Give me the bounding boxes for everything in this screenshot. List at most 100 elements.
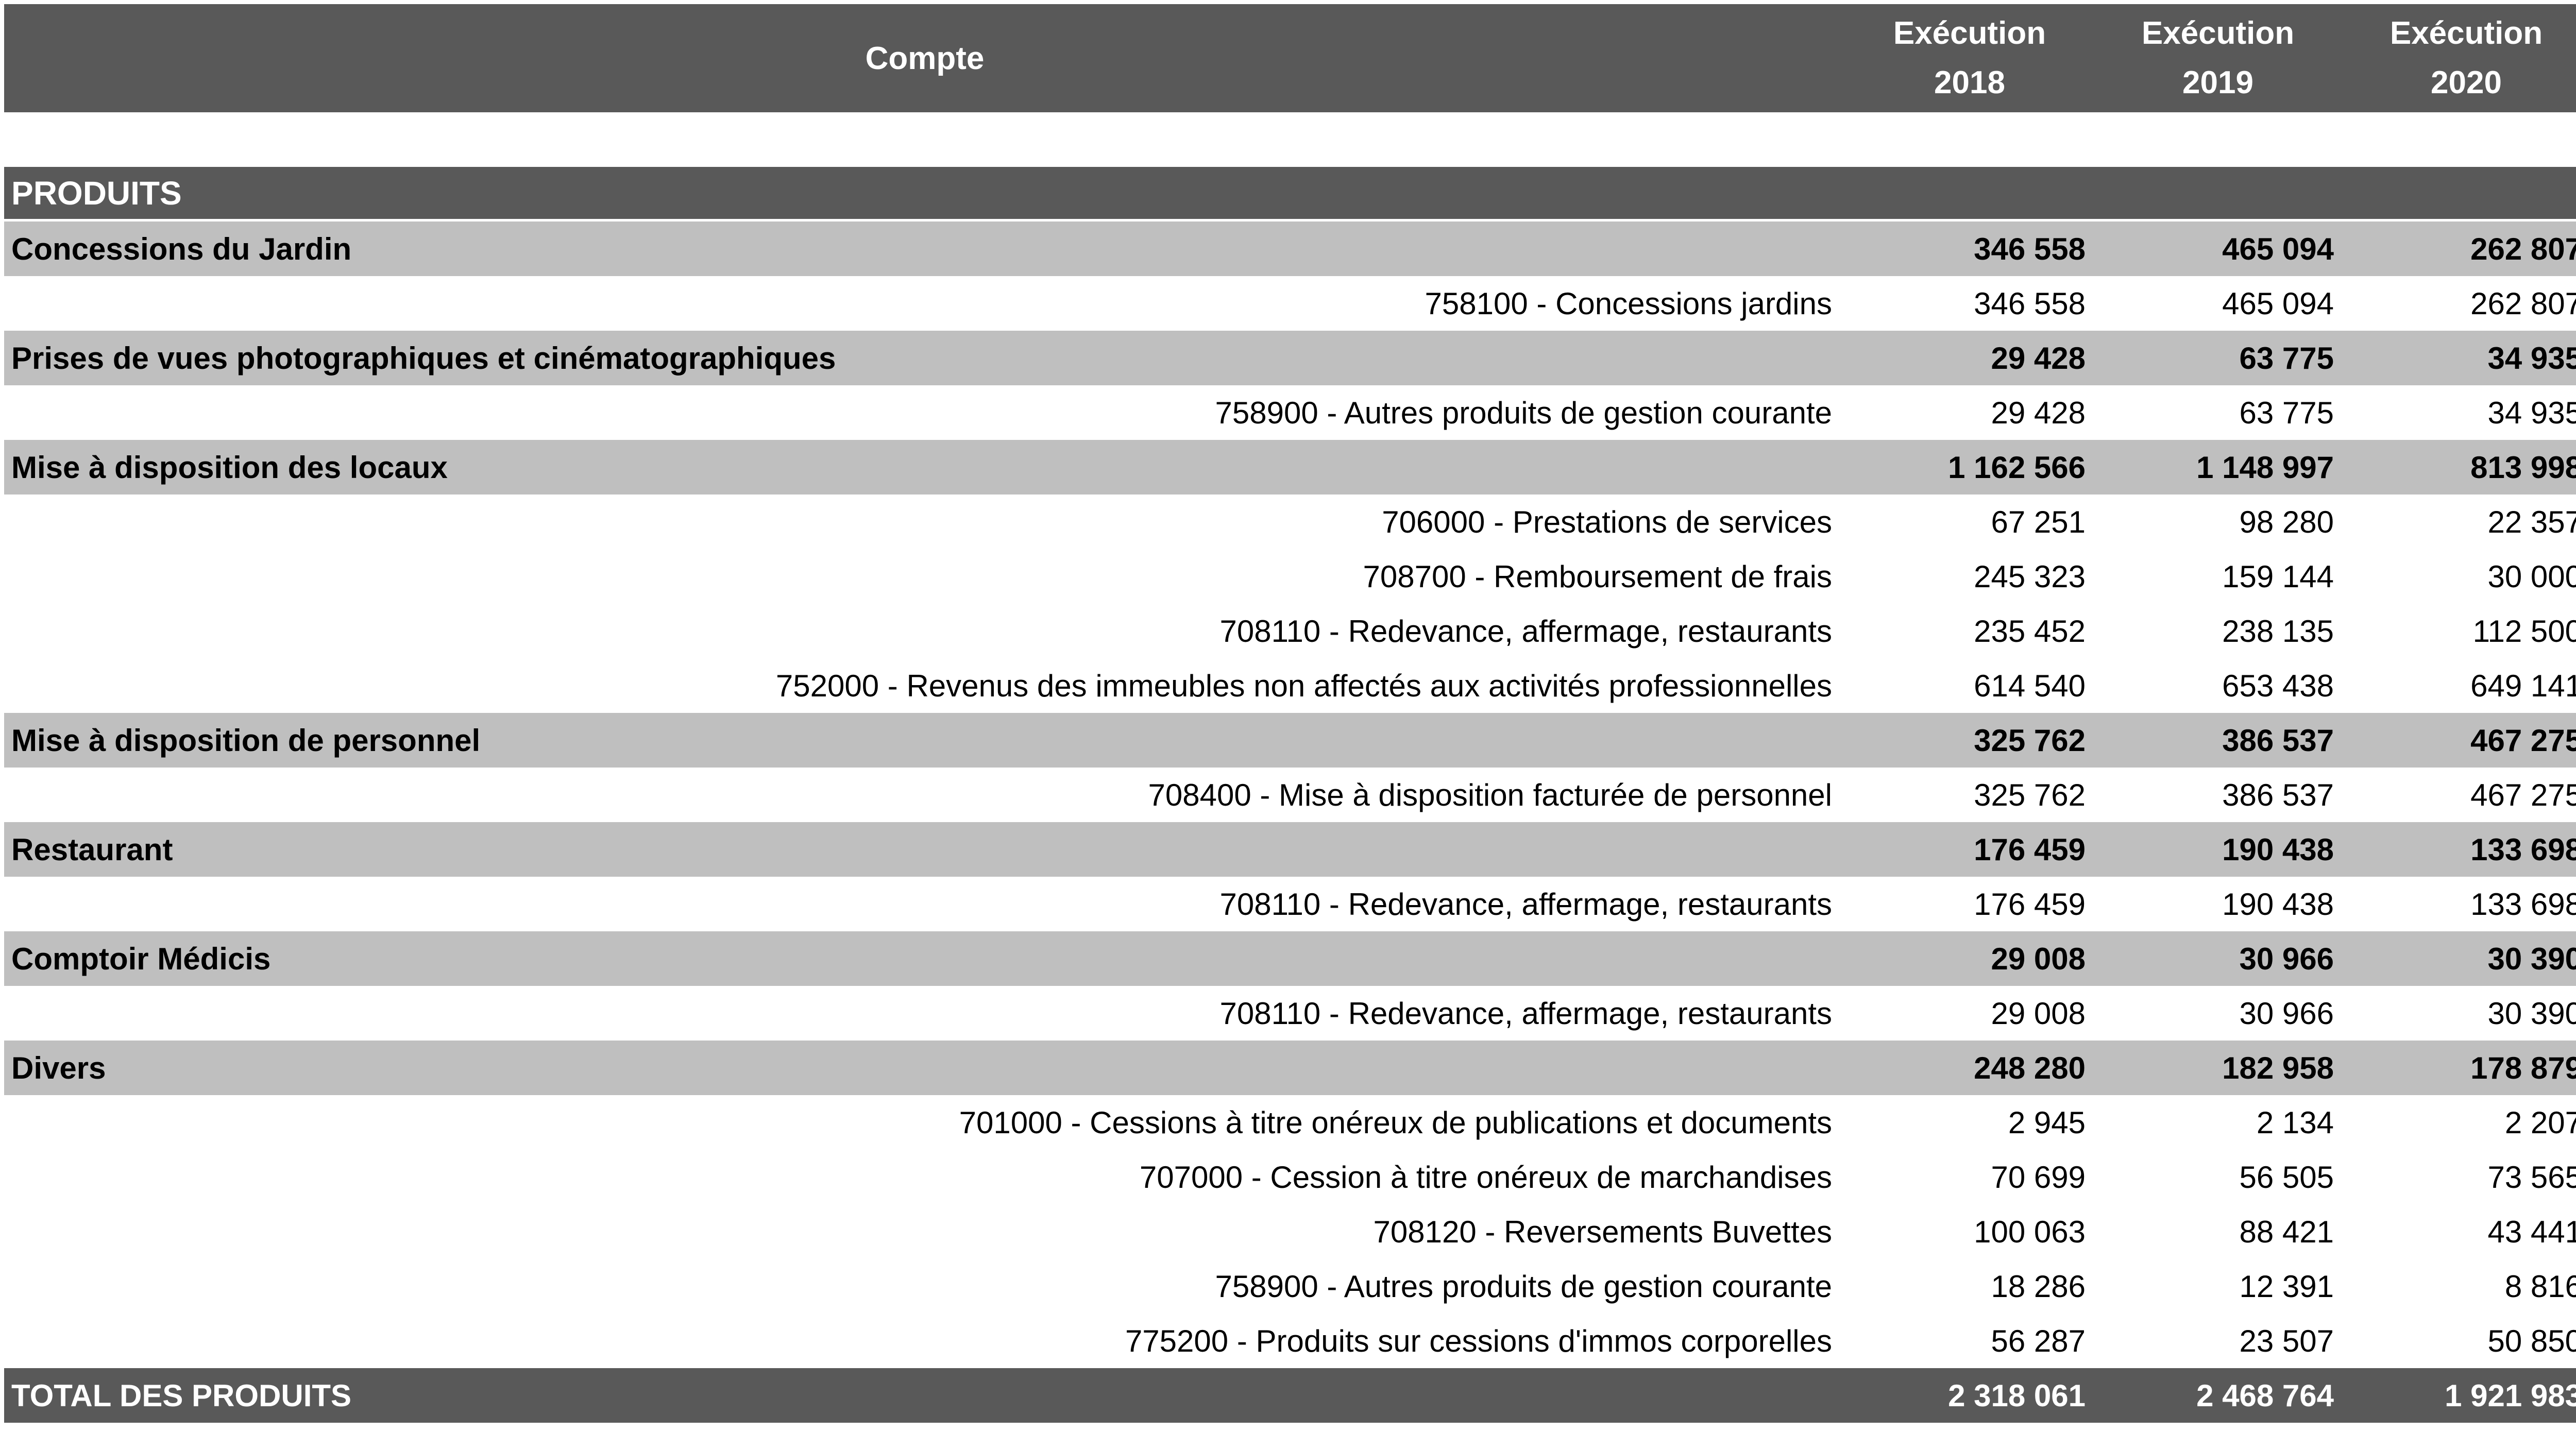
column-header-line1: Exécution	[2141, 15, 2295, 51]
value-cell-2018: 56 287	[1991, 1323, 2086, 1358]
table-row: 708120 - Reversements Buvettes 100 063 8…	[4, 1204, 2576, 1259]
value-cell-2020: 133 698	[2470, 832, 2576, 867]
value-cell-2019: 12 391	[2239, 1269, 2334, 1304]
value-cell-2020: 178 879	[2470, 1050, 2576, 1085]
value-cell-2019: 63 775	[2239, 395, 2334, 430]
value-cell-2019: 190 438	[2222, 832, 2334, 867]
row-label-cell: 708700 - Remboursement de frais	[1363, 559, 1833, 594]
column-header-line1: Exécution	[2389, 15, 2543, 51]
value-cell-2020: 30 000	[2487, 559, 2576, 594]
value-cell-2019: 30 966	[2239, 996, 2334, 1031]
value-cell-2019: 182 958	[2222, 1050, 2334, 1085]
value-cell-2018: 67 251	[1991, 504, 2086, 539]
value-cell-2020: 8 816	[2504, 1269, 2576, 1304]
row-label-cell: Mise à disposition de personnel	[11, 723, 481, 758]
row-label-cell: 707000 - Cession à titre onéreux de marc…	[1139, 1160, 1832, 1195]
row-label-cell: Concessions du Jardin	[11, 231, 352, 266]
value-cell-2020: 30 390	[2487, 941, 2576, 976]
value-cell-2019: 23 507	[2239, 1323, 2334, 1358]
value-cell-2019: 238 135	[2222, 613, 2334, 649]
value-cell-2018: 29 008	[1991, 941, 2086, 976]
value-cell-2019: 1 148 997	[2196, 450, 2334, 485]
value-cell-2020: 50 850	[2487, 1323, 2576, 1358]
column-header-execution-2018: Exécution 2018	[1845, 4, 2094, 112]
value-cell-2018: 614 540	[1974, 668, 2086, 703]
value-cell-2020: 649 141	[2470, 668, 2576, 703]
value-cell-2020: 813 998	[2470, 450, 2576, 485]
table-row: Concessions du Jardin 346 558 465 094 26…	[4, 221, 2576, 276]
row-label-cell: 706000 - Prestations de services	[1382, 504, 1832, 539]
table-row: 758900 - Autres produits de gestion cour…	[4, 1259, 2576, 1314]
value-cell-2018: 346 558	[1974, 231, 2086, 266]
table-row: 708110 - Redevance, affermage, restauran…	[4, 986, 2576, 1041]
value-cell-2018: 235 452	[1974, 613, 2086, 649]
value-cell-2020: 43 441	[2487, 1214, 2576, 1249]
table-row: 775200 - Produits sur cessions d'immos c…	[4, 1314, 2576, 1368]
value-cell-2018: 346 558	[1974, 286, 2086, 321]
row-label-cell: Prises de vues photographiques et cinéma…	[11, 340, 836, 376]
value-cell-2018: 29 428	[1991, 395, 2086, 430]
value-cell-2018: 2 945	[2008, 1105, 2086, 1140]
table-row: 758100 - Concessions jardins 346 558 465…	[4, 276, 2576, 331]
row-label-cell: 775200 - Produits sur cessions d'immos c…	[1125, 1323, 1832, 1358]
row-label-cell: Divers	[11, 1050, 106, 1085]
value-cell-2019: 98 280	[2239, 504, 2334, 539]
table-row: Divers 248 280 182 958 178 879 188 010 1…	[4, 1041, 2576, 1095]
value-cell-2020: 467 275	[2470, 723, 2576, 758]
row-label-cell: PRODUITS	[11, 174, 182, 212]
table-row: PRODUITS	[4, 167, 2576, 221]
value-cell-2018: 325 762	[1974, 777, 2086, 812]
value-cell-2018: 2 318 061	[1948, 1378, 2086, 1413]
column-header-line2: 2020	[2431, 65, 2502, 100]
value-cell-2020: 467 275	[2470, 777, 2576, 812]
table-row: 707000 - Cession à titre onéreux de marc…	[4, 1150, 2576, 1204]
value-cell-2019: 56 505	[2239, 1160, 2334, 1195]
table-row: 708700 - Remboursement de frais 245 323 …	[4, 549, 2576, 604]
value-cell-2019: 2 468 764	[2196, 1378, 2334, 1413]
row-label-cell: 758100 - Concessions jardins	[1425, 286, 1832, 321]
value-cell-2020: 262 807	[2470, 286, 2576, 321]
table-row: 708110 - Redevance, affermage, restauran…	[4, 877, 2576, 931]
value-cell-2018: 70 699	[1991, 1160, 2086, 1195]
table-header-row: Compte Exécution 2018 Exécution 2019 Exé…	[4, 4, 2576, 112]
value-cell-2019: 653 438	[2222, 668, 2334, 703]
table-row: Comptoir Médicis 29 008 30 966 30 390 37…	[4, 931, 2576, 986]
table-row: 752000 - Revenus des immeubles non affec…	[4, 658, 2576, 713]
table-row: Mise à disposition de personnel 325 762 …	[4, 713, 2576, 768]
value-cell-2018: 29 008	[1991, 996, 2086, 1031]
table-row: Prises de vues photographiques et cinéma…	[4, 331, 2576, 385]
column-header-compte: Compte	[4, 4, 1845, 112]
value-cell-2018: 1 162 566	[1948, 450, 2086, 485]
value-cell-2018: 176 459	[1974, 887, 2086, 922]
value-cell-2018: 100 063	[1974, 1214, 2086, 1249]
row-label-cell: 708110 - Redevance, affermage, restauran…	[1219, 613, 1832, 649]
column-header-compte-label: Compte	[865, 40, 985, 76]
value-cell-2018: 248 280	[1974, 1050, 2086, 1085]
value-cell-2019: 159 144	[2222, 559, 2334, 594]
table-row: 708400 - Mise à disposition facturée de …	[4, 768, 2576, 822]
value-cell-2020: 1 921 983	[2445, 1378, 2576, 1413]
value-cell-2019: 88 421	[2239, 1214, 2334, 1249]
row-label-cell: 752000 - Revenus des immeubles non affec…	[775, 668, 1832, 703]
column-header-execution-2020: Exécution 2020	[2342, 4, 2576, 112]
row-label-cell: Comptoir Médicis	[11, 941, 271, 976]
value-cell-2018: 18 286	[1991, 1269, 2086, 1304]
row-label-cell: 708120 - Reversements Buvettes	[1373, 1214, 1832, 1249]
value-cell-2020: 30 390	[2487, 996, 2576, 1031]
column-header-execution-2019: Exécution 2019	[2094, 4, 2342, 112]
value-cell-2020: 34 935	[2487, 340, 2576, 376]
column-header-line2: 2019	[2182, 65, 2253, 100]
row-label-cell: TOTAL DES PRODUITS	[11, 1378, 352, 1413]
value-cell-2018: 245 323	[1974, 559, 2086, 594]
value-cell-2019: 63 775	[2239, 340, 2334, 376]
value-cell-2020: 112 500	[2472, 613, 2576, 649]
column-header-line2: 2018	[1934, 65, 2005, 100]
value-cell-2018: 29 428	[1991, 340, 2086, 376]
table-row: Mise à disposition des locaux 1 162 566 …	[4, 440, 2576, 495]
row-label-cell: 708400 - Mise à disposition facturée de …	[1148, 777, 1833, 812]
row-label-cell: 758900 - Autres produits de gestion cour…	[1215, 1269, 1832, 1304]
header-spacer	[4, 112, 2576, 167]
table-body: PRODUITS Concessions du Jardin 346 558 4…	[4, 167, 2576, 1423]
column-header-line1: Exécution	[1893, 15, 2046, 51]
value-cell-2018: 325 762	[1974, 723, 2086, 758]
